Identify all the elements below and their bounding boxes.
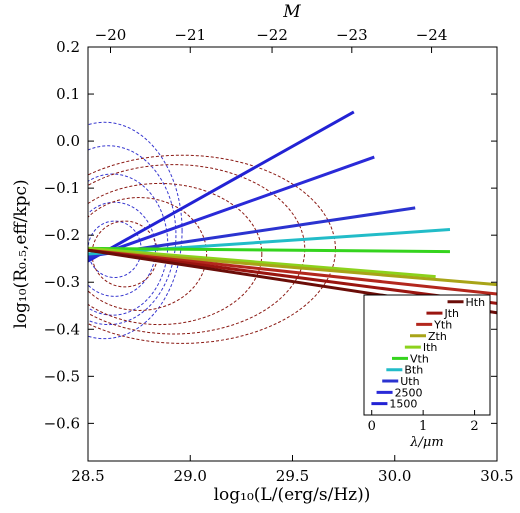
- y-axis-label: log₁₀(R₀.₅,eff/kpc): [11, 179, 31, 328]
- inset-band-label-bth: Bth: [404, 364, 423, 377]
- series-line-2500: [88, 155, 375, 261]
- inset-band-label-hth: Hth: [466, 296, 486, 309]
- inset-band-label-zth: Zth: [428, 330, 447, 343]
- y-tick-label: −0.6: [44, 414, 80, 432]
- inset-x-tick-label: 2: [470, 419, 478, 434]
- inset-band-label-1500: 1500: [389, 398, 417, 411]
- y-tick-label: 0.2: [56, 38, 80, 56]
- top-tick-label: −22: [256, 26, 288, 44]
- y-tick-label: −0.4: [44, 320, 80, 338]
- x-tick-label: 29.5: [276, 467, 309, 485]
- y-tick-label: 0.0: [56, 132, 80, 150]
- x-tick-label: 28.5: [71, 467, 104, 485]
- inset-x-axis-label: λ/μm: [409, 435, 443, 450]
- contour-red-7: [88, 182, 263, 326]
- y-tick-label: −0.1: [44, 179, 80, 197]
- series-line-ith: [88, 246, 436, 279]
- top-tick-label: −20: [95, 26, 127, 44]
- y-tick-label: 0.1: [56, 85, 80, 103]
- inset-x-tick-label: 0: [368, 419, 376, 434]
- axis-layer: 28.5 29.0 29.5 30.0 30.5 0.2 0.1 0.0 −0.1 −0.2 −0.…: [44, 26, 514, 485]
- inset-band-label-ith: Ith: [423, 341, 438, 354]
- contour-layer: [88, 121, 336, 344]
- inset-x-tick-label: 1: [419, 419, 427, 434]
- contour-blue-3: [88, 145, 177, 326]
- x-tick-label: 30.0: [378, 467, 411, 485]
- series-line-vth: [88, 246, 450, 254]
- y-tick-label: −0.2: [44, 226, 80, 244]
- x-axis-label: log₁₀(L/(erg/s/Hz)): [214, 485, 371, 505]
- inset-band-label-2500: 2500: [395, 386, 423, 399]
- series-line-zth: [88, 248, 497, 287]
- contour-blue-4: [88, 121, 183, 340]
- inset-frame: [363, 294, 491, 416]
- series-line-yth: [88, 248, 497, 296]
- top-tick-label: −21: [174, 26, 206, 44]
- y-tick-label: −0.3: [44, 273, 80, 291]
- x-tick-label: 30.5: [480, 467, 513, 485]
- contour-red-6: [88, 197, 208, 311]
- y-tick-label: −0.5: [44, 367, 80, 385]
- x-tick-label: 29.0: [174, 467, 207, 485]
- top-tick-label: −23: [336, 26, 368, 44]
- inset-band-label-vth: Vth: [410, 352, 429, 365]
- inset-band-label-yth: Yth: [433, 318, 452, 331]
- inset-band-label-uth: Uth: [400, 375, 419, 388]
- top-axis-label: M: [282, 2, 301, 22]
- series-line-1500: [88, 110, 355, 263]
- inset-band-label-jth: Jth: [443, 307, 459, 320]
- top-tick-label: −24: [416, 26, 448, 44]
